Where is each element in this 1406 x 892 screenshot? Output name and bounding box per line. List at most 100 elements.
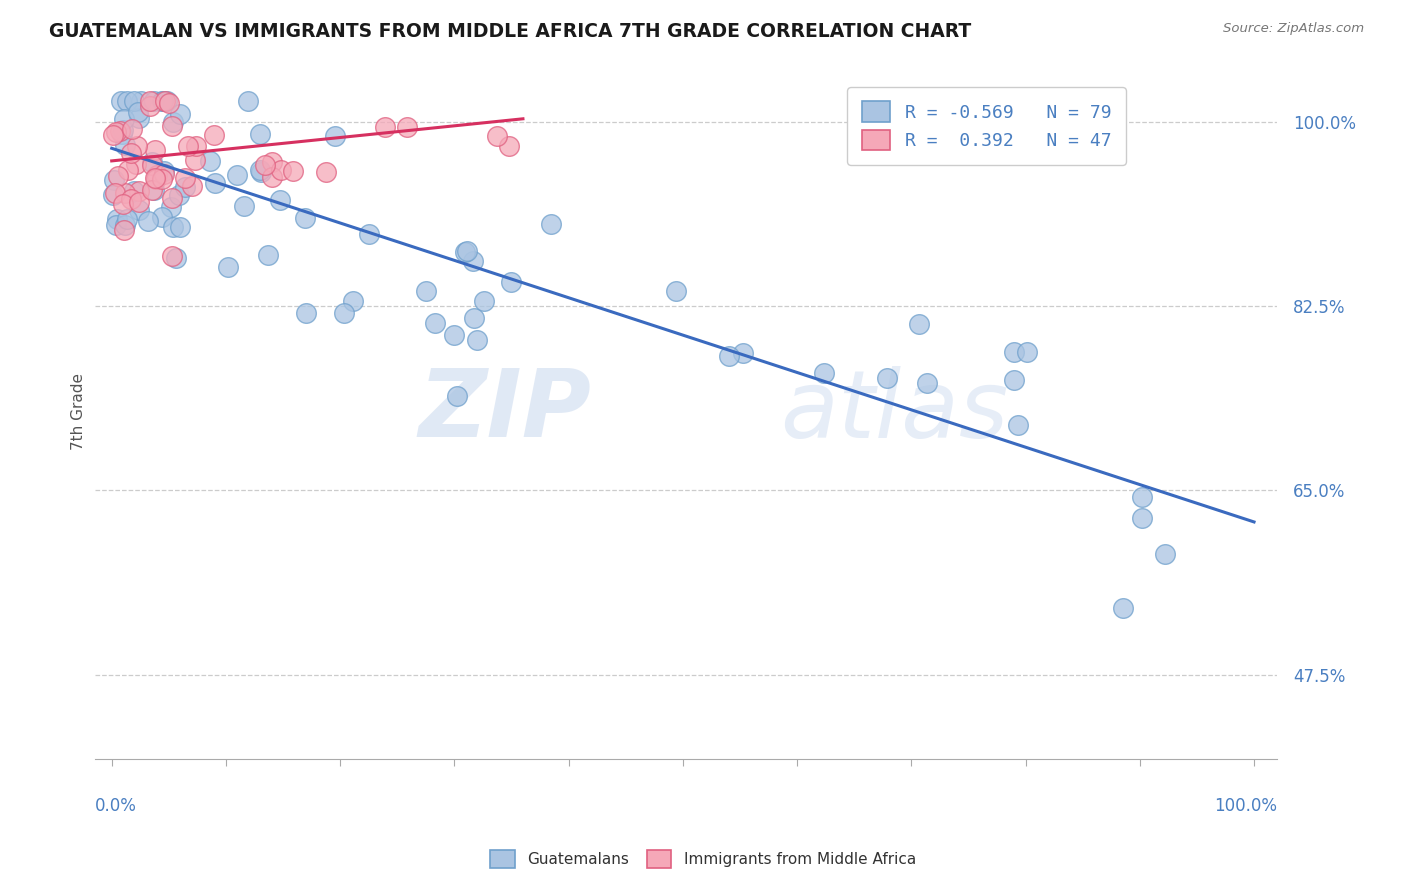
Point — [136, 214, 159, 228]
Point — [357, 227, 380, 242]
Point — [105, 211, 128, 226]
Point — [104, 186, 127, 200]
Point — [465, 333, 488, 347]
Point — [128, 184, 150, 198]
Y-axis label: 7th Grade: 7th Grade — [72, 373, 86, 450]
Point — [463, 311, 485, 326]
Point — [374, 120, 396, 135]
Point — [281, 164, 304, 178]
Point — [186, 139, 208, 153]
Point — [425, 316, 447, 330]
Point — [180, 179, 202, 194]
Point — [876, 371, 898, 385]
Point — [198, 153, 221, 168]
Point — [125, 139, 148, 153]
Point — [114, 138, 136, 153]
Point — [474, 294, 496, 309]
Point — [117, 163, 139, 178]
Point — [127, 105, 149, 120]
Point — [146, 168, 169, 182]
Point — [294, 211, 316, 226]
Point — [446, 389, 468, 403]
Point — [128, 202, 150, 217]
Point — [665, 285, 688, 299]
Point — [1002, 344, 1025, 359]
Legend: R = -0.569   N = 79, R =  0.392   N = 47: R = -0.569 N = 79, R = 0.392 N = 47 — [848, 87, 1126, 165]
Point — [141, 158, 163, 172]
Point — [1154, 547, 1177, 561]
Point — [323, 128, 346, 143]
Point — [1130, 510, 1153, 524]
Point — [110, 94, 132, 108]
Point — [143, 183, 166, 197]
Point — [115, 94, 138, 108]
Point — [169, 107, 191, 121]
Point — [114, 186, 136, 200]
Point — [162, 219, 184, 234]
Point — [249, 163, 271, 178]
Point — [160, 200, 183, 214]
Point — [165, 251, 187, 265]
Point — [112, 196, 135, 211]
Point — [184, 153, 207, 168]
Point — [443, 327, 465, 342]
Point — [150, 171, 173, 186]
Point — [103, 172, 125, 186]
Point — [111, 127, 134, 141]
Point — [333, 306, 356, 320]
Point — [128, 194, 150, 209]
Point — [315, 164, 337, 178]
Point — [342, 293, 364, 308]
Point — [104, 125, 127, 139]
Point — [1112, 600, 1135, 615]
Point — [141, 183, 163, 197]
Point — [152, 94, 174, 108]
Point — [1130, 490, 1153, 504]
Point — [108, 123, 131, 137]
Point — [143, 143, 166, 157]
Point — [167, 188, 190, 202]
Point — [456, 244, 478, 258]
Point — [107, 169, 129, 183]
Point — [813, 366, 835, 380]
Point — [718, 349, 741, 363]
Point — [150, 210, 173, 224]
Point — [120, 146, 142, 161]
Point — [257, 248, 280, 262]
Point — [498, 139, 520, 153]
Text: Source: ZipAtlas.com: Source: ZipAtlas.com — [1223, 22, 1364, 36]
Point — [270, 162, 292, 177]
Text: 0.0%: 0.0% — [94, 797, 136, 815]
Point — [139, 94, 162, 108]
Point — [105, 218, 128, 232]
Point — [101, 128, 124, 142]
Point — [463, 254, 485, 268]
Point — [295, 306, 318, 320]
Point — [1002, 373, 1025, 387]
Point — [142, 94, 165, 108]
Point — [121, 122, 143, 136]
Point — [177, 138, 200, 153]
Point — [152, 164, 174, 178]
Point — [160, 191, 183, 205]
Point — [128, 111, 150, 125]
Point — [233, 199, 256, 213]
Point — [162, 115, 184, 129]
Point — [217, 260, 239, 275]
Point — [114, 218, 136, 232]
Point — [236, 94, 259, 108]
Point — [122, 94, 145, 108]
Point — [153, 94, 176, 108]
Point — [139, 99, 162, 113]
Point — [143, 171, 166, 186]
Point — [122, 184, 145, 198]
Text: ZIP: ZIP — [418, 366, 591, 458]
Text: GUATEMALAN VS IMMIGRANTS FROM MIDDLE AFRICA 7TH GRADE CORRELATION CHART: GUATEMALAN VS IMMIGRANTS FROM MIDDLE AFR… — [49, 22, 972, 41]
Point — [269, 193, 291, 207]
Point — [155, 94, 177, 108]
Point — [162, 119, 184, 133]
Point — [226, 168, 249, 182]
Point — [260, 169, 283, 184]
Point — [915, 376, 938, 391]
Text: atlas: atlas — [780, 366, 1008, 457]
